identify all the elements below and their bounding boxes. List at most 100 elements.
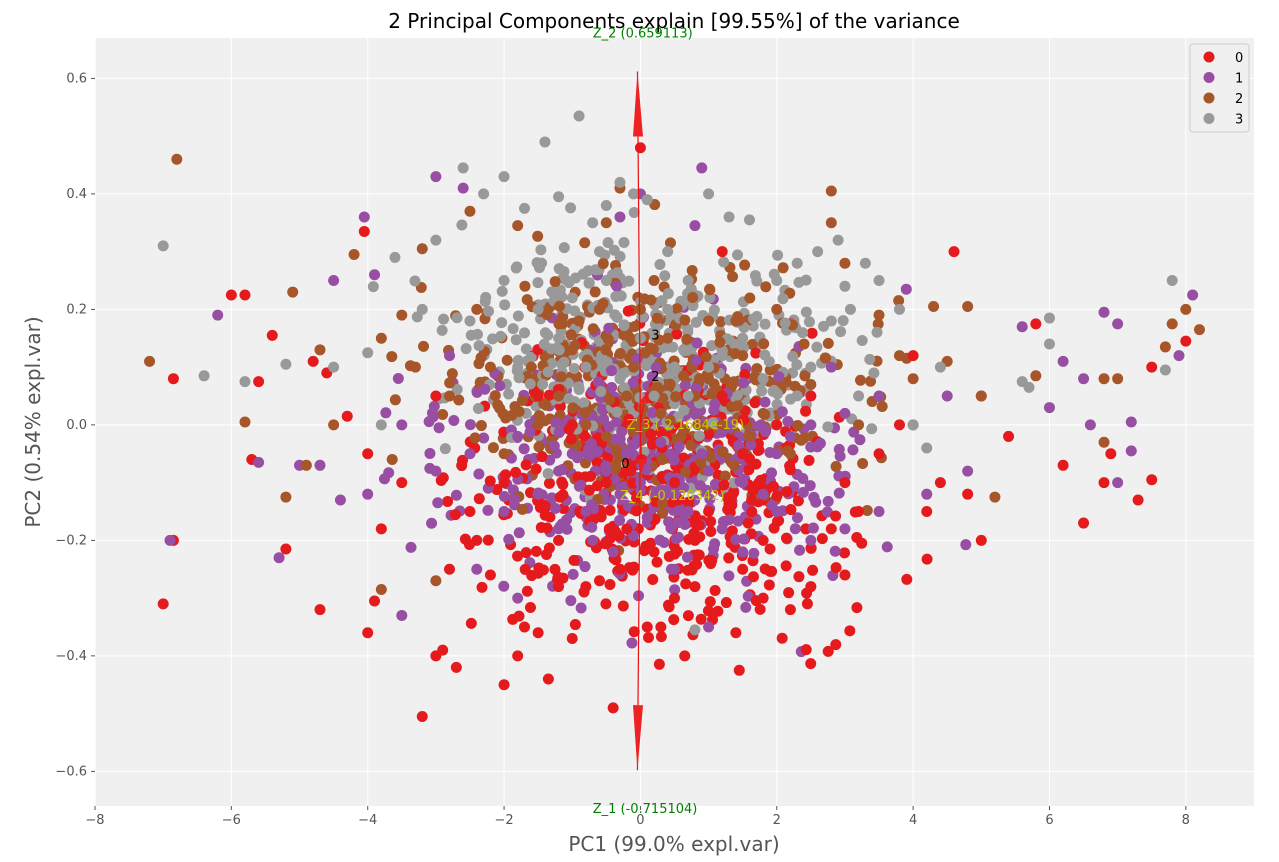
- data-point-series-1: [611, 280, 623, 292]
- data-point-series-3: [439, 443, 451, 455]
- data-point-series-2: [469, 432, 481, 444]
- data-point-series-1: [839, 407, 851, 419]
- data-point-series-0: [764, 543, 776, 555]
- data-point-series-0: [627, 477, 639, 489]
- data-point-series-0: [553, 581, 565, 593]
- data-point-series-1: [328, 275, 340, 287]
- data-point-series-2: [509, 401, 521, 413]
- data-point-series-0: [645, 428, 657, 440]
- data-point-series-1: [833, 487, 845, 499]
- data-point-series-1: [494, 380, 506, 392]
- data-point-series-3: [749, 270, 761, 282]
- data-point-series-0: [805, 390, 817, 402]
- data-point-series-3: [460, 343, 472, 355]
- data-point-series-0: [239, 289, 251, 301]
- data-point-series-1: [1125, 416, 1137, 428]
- data-point-series-3: [667, 341, 679, 353]
- data-point-series-3: [610, 291, 622, 303]
- data-point-series-3: [553, 191, 565, 203]
- data-point-series-2: [907, 373, 919, 385]
- point-label: 2: [651, 370, 659, 385]
- data-point-series-2: [686, 264, 698, 276]
- data-point-series-3: [1159, 364, 1171, 376]
- data-point-series-2: [739, 259, 751, 271]
- data-point-series-3: [800, 274, 812, 286]
- data-point-series-3: [1166, 275, 1178, 287]
- data-point-series-2: [777, 262, 789, 274]
- data-point-series-3: [573, 383, 585, 395]
- data-point-series-2: [475, 420, 487, 432]
- data-point-series-1: [873, 506, 885, 518]
- data-point-series-0: [623, 413, 635, 425]
- y-tick-label: −0.2: [55, 533, 87, 548]
- data-point-series-3: [546, 286, 558, 298]
- data-point-series-1: [464, 419, 476, 431]
- data-point-series-0: [484, 475, 496, 487]
- data-point-series-3: [280, 358, 292, 370]
- data-point-series-1: [1016, 321, 1028, 333]
- data-point-series-1: [730, 533, 742, 545]
- data-point-series-1: [805, 419, 817, 431]
- data-point-series-0: [556, 476, 568, 488]
- data-point-series-1: [829, 545, 841, 557]
- data-point-series-1: [782, 415, 794, 427]
- data-point-series-3: [835, 326, 847, 338]
- legend: 0 1 2 3: [1189, 43, 1250, 133]
- data-point-series-2: [487, 442, 499, 454]
- data-point-series-2: [609, 463, 621, 475]
- data-point-series-0: [754, 603, 766, 615]
- data-point-series-0: [689, 534, 701, 546]
- data-point-series-1: [518, 443, 530, 455]
- data-point-series-3: [743, 214, 755, 226]
- data-point-series-3: [533, 262, 545, 274]
- x-tick-label: 8: [1182, 813, 1190, 828]
- data-point-series-3: [811, 341, 823, 353]
- data-point-series-0: [737, 448, 749, 460]
- data-point-series-0: [566, 633, 578, 645]
- data-point-series-0: [651, 556, 663, 568]
- data-point-series-3: [328, 361, 340, 373]
- data-point-series-0: [723, 552, 735, 564]
- data-point-series-3: [703, 361, 715, 373]
- data-point-series-0: [805, 581, 817, 593]
- data-point-series-1: [703, 465, 715, 477]
- data-point-series-0: [1030, 318, 1042, 330]
- data-point-series-3: [716, 350, 728, 362]
- data-point-series-0: [614, 563, 626, 575]
- data-point-series-0: [553, 534, 565, 546]
- data-point-series-0: [280, 543, 292, 555]
- data-point-series-1: [614, 211, 626, 223]
- data-point-series-1: [430, 465, 442, 477]
- data-point-series-1: [681, 551, 693, 563]
- data-point-series-0: [669, 592, 680, 604]
- data-point-series-3: [656, 295, 668, 307]
- data-point-series-0: [873, 448, 885, 460]
- data-point-series-1: [839, 523, 851, 535]
- data-point-series-3: [513, 372, 525, 384]
- data-point-series-2: [657, 507, 669, 519]
- data-point-series-0: [450, 661, 462, 673]
- data-point-series-2: [437, 408, 449, 420]
- data-point-series-3: [618, 320, 630, 332]
- data-point-series-2: [328, 419, 340, 431]
- data-point-series-2: [928, 301, 940, 313]
- data-point-series-2: [532, 230, 544, 242]
- data-point-series-2: [876, 400, 888, 412]
- data-point-series-2: [853, 419, 865, 431]
- data-point-series-2: [664, 414, 676, 426]
- data-point-series-2: [144, 355, 156, 367]
- data-point-series-1: [789, 523, 801, 535]
- data-point-series-3: [554, 284, 566, 296]
- data-point-series-1: [689, 220, 701, 232]
- data-point-series-0: [921, 506, 933, 518]
- data-point-series-1: [587, 534, 599, 546]
- data-point-series-3: [687, 300, 699, 312]
- data-point-series-0: [580, 581, 592, 593]
- data-point-series-0: [655, 621, 667, 633]
- data-point-series-3: [634, 332, 646, 344]
- data-point-series-2: [861, 504, 873, 516]
- legend-marker-3: [1203, 113, 1215, 124]
- data-point-series-0: [839, 477, 851, 489]
- data-point-series-3: [498, 171, 510, 183]
- data-point-series-0: [856, 537, 868, 549]
